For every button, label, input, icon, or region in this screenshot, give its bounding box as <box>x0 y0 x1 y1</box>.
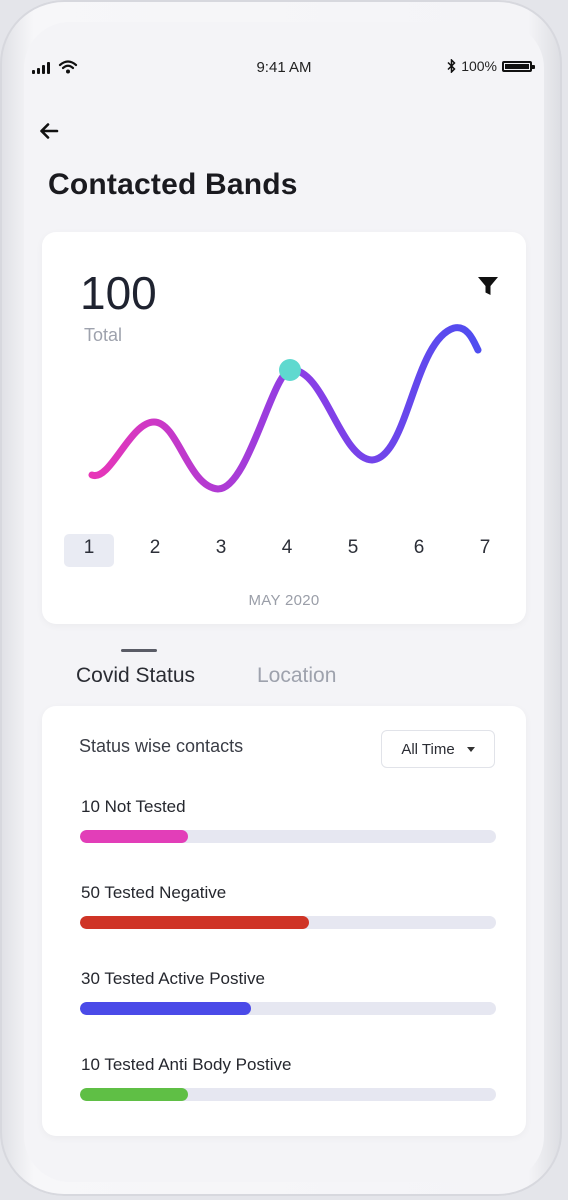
x-axis-label: MAY 2020 <box>248 592 320 609</box>
selected-day-highlight <box>64 534 114 567</box>
status-progress-track <box>80 1088 496 1101</box>
x-tick-label[interactable]: 4 <box>281 537 293 558</box>
x-tick-label[interactable]: 7 <box>479 537 491 558</box>
chart-series-line <box>88 324 482 493</box>
x-tick-label[interactable]: 1 <box>83 537 95 558</box>
status-progress-fill <box>80 916 309 929</box>
wifi-icon <box>58 60 78 74</box>
contacts-line-chart <box>88 324 482 493</box>
active-tab-indicator <box>121 649 157 652</box>
connectivity-indicators <box>32 59 78 74</box>
status-progress-track <box>80 1002 496 1015</box>
highlighted-data-point[interactable] <box>279 359 301 381</box>
status-card-heading: Status wise contacts <box>79 736 244 756</box>
status-row-label: 50 Tested Negative <box>81 883 227 902</box>
total-label: Total <box>84 325 123 345</box>
app-screen: 9:41 AM 100% Contacted Bands 100 Total <box>24 22 544 1182</box>
status-time: 9:41 AM <box>256 59 312 76</box>
status-progress-fill <box>80 830 189 843</box>
status-row-label: 30 Tested Active Postive <box>81 969 265 988</box>
status-row-label: 10 Tested Anti Body Postive <box>81 1055 292 1074</box>
time-filter-value: All Time <box>401 740 455 758</box>
chevron-down-icon <box>466 746 475 752</box>
x-tick-label[interactable]: 6 <box>413 537 425 558</box>
battery-status: 100% <box>447 58 535 74</box>
filter-icon[interactable] <box>476 274 500 298</box>
x-tick-label[interactable]: 2 <box>149 537 161 558</box>
status-bar: 9:41 AM 100% <box>24 22 544 92</box>
battery-percent: 100% <box>461 58 497 74</box>
chart-card: 100 Total 1 2 3 4 5 6 7 MAY 2020 <box>42 232 526 624</box>
status-progress-track <box>80 916 496 929</box>
status-progress-fill <box>80 1088 189 1101</box>
status-card: Status wise contacts All Time 10 Not Tes… <box>42 706 526 1136</box>
x-tick-label[interactable]: 5 <box>347 537 359 558</box>
tab-covid-status[interactable]: Covid Status <box>76 664 196 687</box>
tab-location[interactable]: Location <box>257 664 337 687</box>
battery-icon <box>502 60 535 72</box>
x-tick-label[interactable]: 3 <box>215 537 227 558</box>
cellular-signal-icon <box>32 62 50 74</box>
status-progress-track <box>80 830 496 843</box>
status-row-label: 10 Not Tested <box>81 797 186 816</box>
back-arrow-icon[interactable] <box>36 118 62 144</box>
status-progress-fill <box>80 1002 251 1015</box>
bluetooth-icon <box>447 59 456 73</box>
total-value: 100 <box>80 267 157 319</box>
time-filter-dropdown[interactable]: All Time <box>381 730 495 768</box>
page-title: Contacted Bands <box>48 168 298 201</box>
